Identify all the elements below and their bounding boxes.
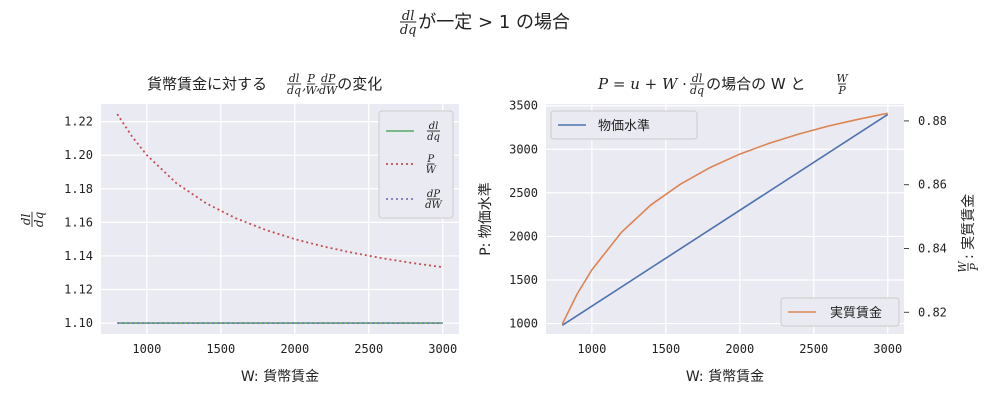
y-axis-label: dl dq bbox=[19, 211, 46, 227]
legend-label-1: 物価水準 bbox=[598, 118, 650, 134]
y2-axis-label: W P: 実質賃金 bbox=[956, 194, 981, 273]
y-tick-label: 1.16 bbox=[64, 215, 93, 229]
y-tick-label: 3500 bbox=[509, 99, 538, 113]
chart-title-frac-3-num: dP bbox=[321, 72, 336, 85]
chart-title-frac-2-den: P bbox=[837, 84, 846, 97]
x-axis-label: W: 貨幣賃金 bbox=[686, 368, 764, 385]
chart-title-frac-3-den: dW bbox=[319, 84, 339, 97]
y-tick-label: 3000 bbox=[509, 142, 538, 156]
chart-title-frac-2: WP bbox=[836, 72, 849, 97]
y-tick-label: 1.10 bbox=[64, 316, 93, 330]
title-comma: , bbox=[316, 79, 320, 94]
x-tick-label: 1000 bbox=[577, 342, 606, 356]
legend-label-2: 実質賃金 bbox=[830, 305, 882, 321]
y2-axis-label-frac-den: P bbox=[968, 263, 981, 272]
y-tick-label: 1.14 bbox=[64, 249, 93, 263]
legend-label-3-num: dP bbox=[427, 189, 440, 200]
legend-left-axis: 物価水準 bbox=[550, 110, 698, 140]
chart-panel-2: 1000 1500 2000 2500 3000 1000 1500 2000 2500 3000… bbox=[478, 72, 981, 385]
chart-title-frac-1-num: dl bbox=[692, 72, 703, 85]
legend-box bbox=[378, 110, 454, 219]
suptitle-text: が一定 > 1 の場合 bbox=[418, 12, 570, 33]
y2-axis-label-frac-num: W bbox=[956, 260, 969, 273]
chart-title-frac-2-den: W bbox=[305, 84, 318, 97]
y-tick-label: 1000 bbox=[509, 317, 538, 331]
y-axis-label: P: 物価水準 bbox=[478, 182, 494, 256]
chart-title-frac-1-den: dq bbox=[287, 84, 301, 97]
legend-label-1-den: dq bbox=[427, 132, 440, 143]
title-comma: , bbox=[302, 79, 306, 94]
x-tick-label: 3000 bbox=[873, 342, 902, 356]
series-line-1 bbox=[561, 113, 889, 326]
chart-title-frac-1-num: dl bbox=[289, 72, 300, 85]
x-tick-label: 1500 bbox=[651, 342, 680, 356]
legend-box bbox=[780, 297, 900, 327]
x-tick-label: 2000 bbox=[280, 342, 309, 356]
chart-panel-1: 1000 1500 2000 2500 3000 1.10 1.12 1.14 1.16 1.18… bbox=[19, 72, 459, 385]
legend-right-axis: 実質賃金 bbox=[780, 297, 900, 327]
y-tick-label: 1.22 bbox=[64, 115, 93, 129]
y-axis-label-frac: dl dq bbox=[19, 211, 46, 227]
legend-label-1-num: dl bbox=[429, 121, 439, 132]
y-tick-label: 1.12 bbox=[64, 283, 93, 297]
y-axis-label-frac-den: dq bbox=[32, 211, 46, 227]
x-tick-label: 3000 bbox=[428, 342, 457, 356]
chart-title-suffix: の変化 bbox=[337, 75, 382, 93]
x-tick-label: 1500 bbox=[206, 342, 235, 356]
chart-title-frac-1-den: dq bbox=[690, 84, 704, 97]
chart-title-text: 貨幣賃金に対する bbox=[147, 75, 267, 93]
y2-tick-label: 0.88 bbox=[918, 114, 947, 128]
chart-title-frac-2-num: P bbox=[306, 72, 315, 85]
y2-axis-label-text: : 実質賃金 bbox=[961, 194, 977, 259]
legend-label-2-den: W bbox=[426, 165, 437, 176]
y2-tick-label: 0.84 bbox=[918, 242, 947, 256]
x-tick-label: 1000 bbox=[132, 342, 161, 356]
series-line-2 bbox=[561, 112, 888, 325]
x-axis-label: W: 貨幣賃金 bbox=[241, 368, 319, 385]
chart-title-frac-2-num: W bbox=[836, 72, 849, 85]
y2-tick-label: 0.82 bbox=[918, 305, 947, 319]
y-tick-label: 2500 bbox=[509, 186, 538, 200]
gridlines bbox=[546, 104, 904, 334]
series-line-2 bbox=[116, 113, 443, 269]
suptitle-frac-num: dl bbox=[402, 9, 414, 24]
y-tick-label: 1500 bbox=[509, 273, 538, 287]
y-axis-label-frac-num: dl bbox=[19, 213, 33, 225]
y2-tick-label: 0.86 bbox=[918, 178, 947, 192]
legend-label-2: PW bbox=[426, 154, 437, 176]
legend-box bbox=[550, 110, 698, 140]
legend-label-2-num: P bbox=[426, 154, 434, 165]
chart-title-frac-2: PW bbox=[305, 72, 318, 97]
y-tick-label: 1.20 bbox=[64, 148, 93, 162]
chart-title-text: P = u + W · bbox=[597, 75, 687, 93]
y-tick-label: 2000 bbox=[509, 229, 538, 243]
suptitle-frac-den: dq bbox=[400, 23, 417, 38]
y-tick-label: 1.18 bbox=[64, 182, 93, 196]
x-tick-label: 2500 bbox=[799, 342, 828, 356]
chart-title-mid: の場合の W と bbox=[706, 75, 805, 93]
legend-label-3-den: dW bbox=[425, 200, 442, 211]
x-tick-label: 2000 bbox=[725, 342, 754, 356]
x-tick-label: 2500 bbox=[354, 342, 383, 356]
